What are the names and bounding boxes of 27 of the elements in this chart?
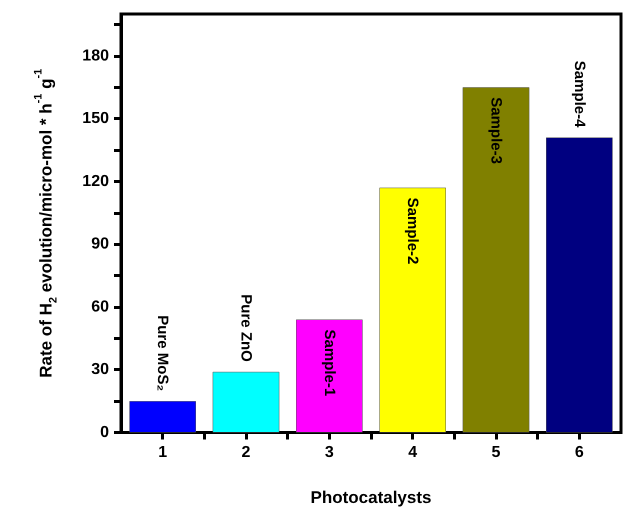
annotation: Sample-2 — [404, 198, 422, 264]
y-tick-label: 30 — [91, 361, 110, 378]
y-tick-label: 0 — [100, 424, 110, 441]
annotation: Pure ZnO — [238, 294, 254, 362]
bar — [379, 188, 446, 432]
x-tick-label: 1 — [158, 444, 168, 461]
y-tick-label: 120 — [82, 172, 110, 190]
bar — [462, 87, 530, 432]
x-tick-label: 5 — [492, 444, 501, 461]
bar — [212, 372, 280, 432]
x-axis-title: Photocatalysts — [310, 488, 432, 507]
y-tick-label: 150 — [82, 110, 110, 128]
x-tick-label: 6 — [574, 444, 584, 461]
x-tick-label: 3 — [324, 444, 334, 461]
annotation: Sample-3 — [488, 97, 504, 164]
bar — [296, 320, 363, 432]
bar — [129, 401, 196, 432]
bar — [546, 137, 613, 432]
x-tick-label: 4 — [408, 444, 418, 461]
x-tick-label: 2 — [242, 444, 251, 461]
y-axis-title: Rate of H2 evolution/micro-mol * h-1 g-1 — [32, 68, 60, 378]
y-tick-label: 90 — [91, 236, 110, 253]
y-tick-label: 60 — [91, 298, 110, 316]
annotation: Pure MoS₂ — [154, 315, 172, 392]
y-tick-label: 180 — [82, 47, 110, 64]
annotation: Sample-1 — [320, 330, 338, 396]
annotation: Sample-4 — [570, 60, 588, 128]
